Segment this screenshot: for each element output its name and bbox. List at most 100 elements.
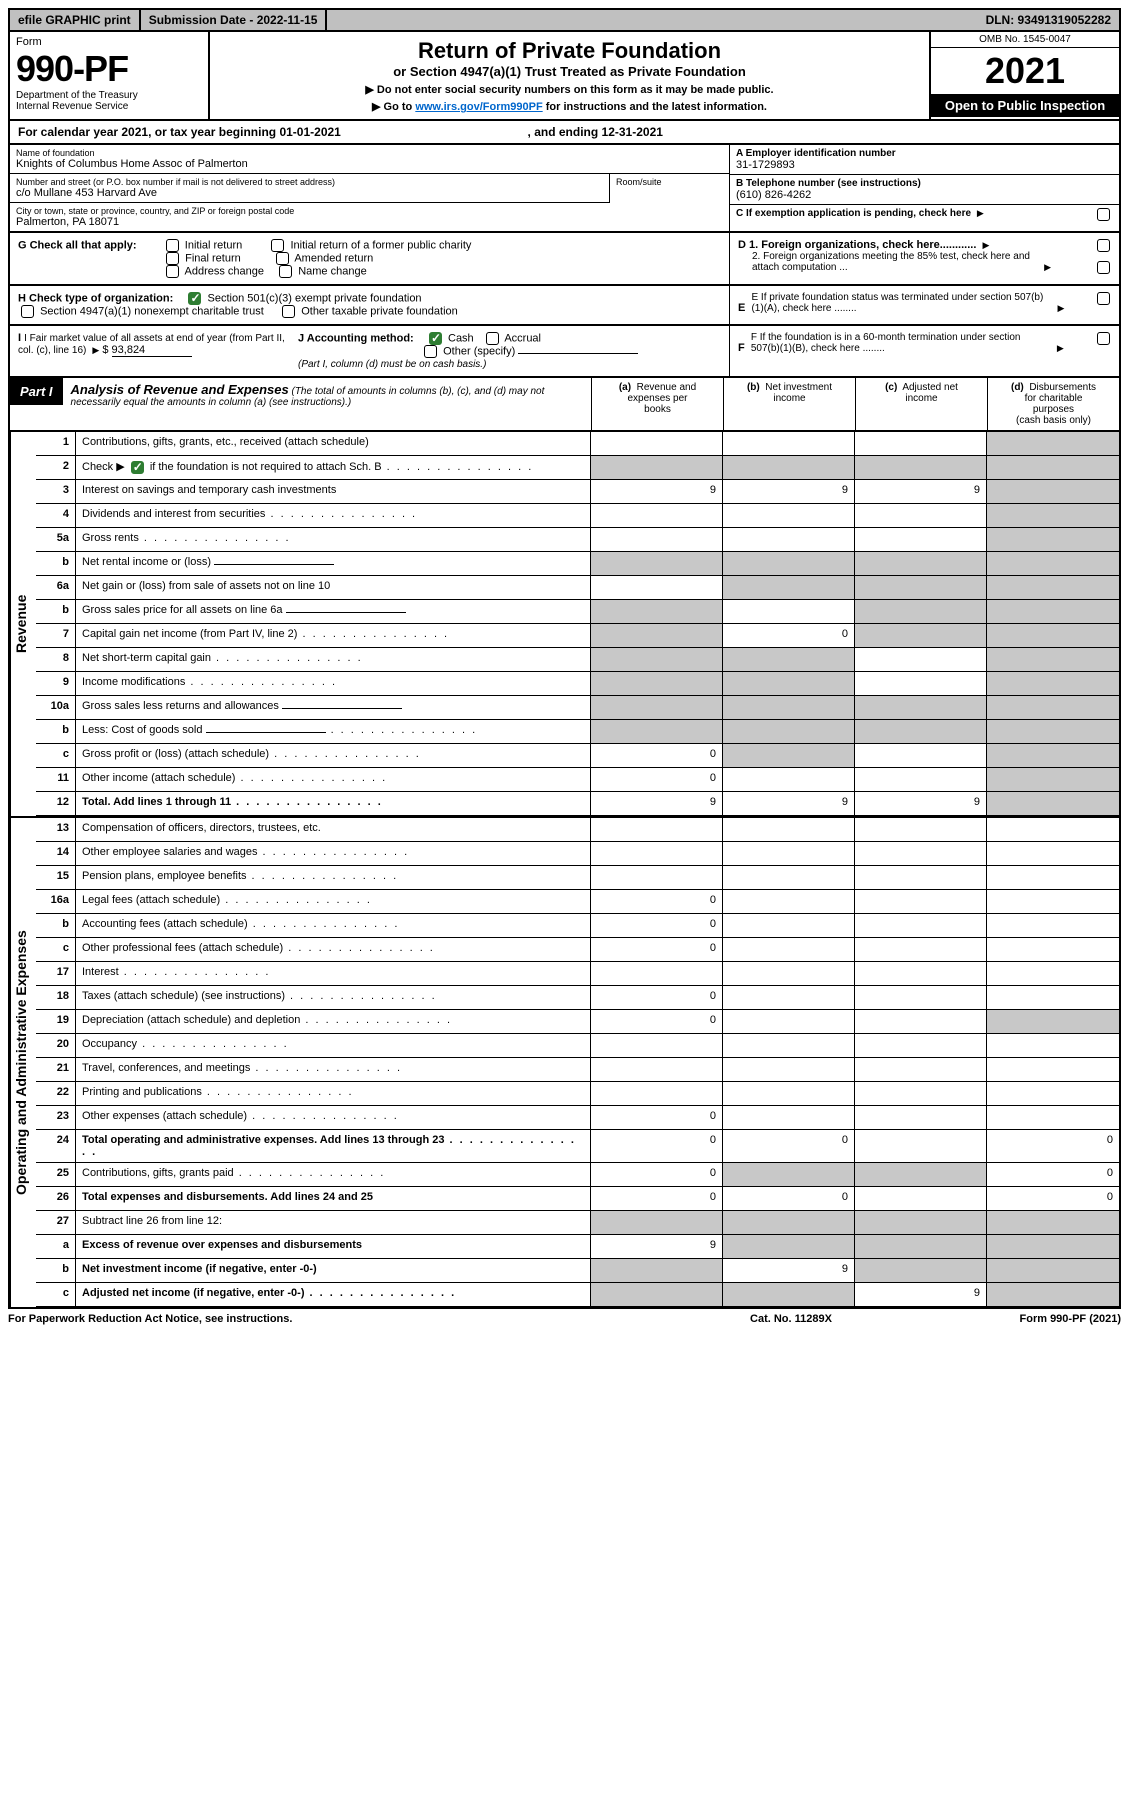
cell-c [855, 818, 987, 842]
line-description: Depreciation (attach schedule) and deple… [76, 1010, 591, 1034]
cell-a [591, 1034, 723, 1058]
line-number: 23 [36, 1106, 76, 1130]
line-number: 26 [36, 1187, 76, 1211]
line-number: 14 [36, 842, 76, 866]
line-number: 19 [36, 1010, 76, 1034]
cell-b [723, 528, 855, 552]
cell-c [855, 1010, 987, 1034]
cell-b [723, 1211, 855, 1235]
cell-a: 0 [591, 1130, 723, 1163]
checkbox-e[interactable] [1097, 292, 1110, 305]
cell-c [855, 552, 987, 576]
cell-b [723, 1010, 855, 1034]
cell-d [987, 938, 1119, 962]
checkbox-4947[interactable] [21, 305, 34, 318]
cell-a [591, 552, 723, 576]
cell-c [855, 648, 987, 672]
part1-description: Analysis of Revenue and Expenses (The to… [63, 378, 591, 430]
cell-c [855, 1034, 987, 1058]
cell-c [855, 962, 987, 986]
part1-header: Part I Analysis of Revenue and Expenses … [8, 378, 1121, 432]
cell-b: 9 [723, 792, 855, 816]
efile-topbar: efile GRAPHIC print Submission Date - 20… [8, 8, 1121, 32]
cell-b: 0 [723, 1187, 855, 1211]
footer-paperwork: For Paperwork Reduction Act Notice, see … [8, 1313, 661, 1325]
line-number: 10a [36, 696, 76, 720]
line-description: Excess of revenue over expenses and disb… [76, 1235, 591, 1259]
line-description: Pension plans, employee benefits [76, 866, 591, 890]
cell-a [591, 1058, 723, 1082]
line-number: 24 [36, 1130, 76, 1163]
cell-d [987, 528, 1119, 552]
checkbox-other-taxable[interactable] [282, 305, 295, 318]
line-description: Travel, conferences, and meetings [76, 1058, 591, 1082]
cell-c [855, 986, 987, 1010]
cell-b: 9 [723, 480, 855, 504]
cell-c [855, 1130, 987, 1163]
cell-a: 0 [591, 986, 723, 1010]
checkbox-f[interactable] [1097, 332, 1110, 345]
checkbox-initial-public[interactable] [271, 239, 284, 252]
cell-a: 0 [591, 1163, 723, 1187]
line-description: Net investment income (if negative, ente… [76, 1259, 591, 1283]
form-number: 990-PF [16, 48, 202, 90]
checkbox-amended[interactable] [276, 252, 289, 265]
cell-c [855, 672, 987, 696]
checkbox-cash[interactable] [429, 332, 442, 345]
cell-b [723, 1163, 855, 1187]
line-number: 25 [36, 1163, 76, 1187]
checkbox-address-change[interactable] [166, 265, 179, 278]
line-number: b [36, 600, 76, 624]
revenue-grid: 1Contributions, gifts, grants, etc., rec… [36, 432, 1119, 816]
checkbox-501c3[interactable] [188, 292, 201, 305]
cell-b: 0 [723, 1130, 855, 1163]
cell-a [591, 720, 723, 744]
cell-c [855, 1259, 987, 1283]
line-description: Less: Cost of goods sold [76, 720, 591, 744]
cell-c [855, 1106, 987, 1130]
checkbox-accrual[interactable] [486, 332, 499, 345]
cell-d [987, 1082, 1119, 1106]
cell-d [987, 1211, 1119, 1235]
cell-d [987, 986, 1119, 1010]
checkbox-final-return[interactable] [166, 252, 179, 265]
cell-a [591, 1259, 723, 1283]
line-number: 1 [36, 432, 76, 456]
col-d-header: (d) Disbursementsfor charitablepurposes(… [987, 378, 1119, 430]
line-number: 12 [36, 792, 76, 816]
irs-link[interactable]: www.irs.gov/Form990PF [415, 101, 542, 113]
cell-d [987, 1259, 1119, 1283]
checkbox-c[interactable] [1097, 208, 1110, 221]
line-description: Interest [76, 962, 591, 986]
cell-d: 0 [987, 1187, 1119, 1211]
cell-a: 0 [591, 938, 723, 962]
cell-c [855, 890, 987, 914]
cell-a [591, 504, 723, 528]
checkbox-d2[interactable] [1097, 261, 1110, 274]
line-number: 20 [36, 1034, 76, 1058]
checkbox-name-change[interactable] [279, 265, 292, 278]
line-description: Occupancy [76, 1034, 591, 1058]
cell-d [987, 1034, 1119, 1058]
cell-c: 9 [855, 1283, 987, 1307]
checkbox-d1[interactable] [1097, 239, 1110, 252]
cell-c [855, 576, 987, 600]
revenue-section: Revenue 1Contributions, gifts, grants, e… [8, 432, 1121, 818]
line-description: Total expenses and disbursements. Add li… [76, 1187, 591, 1211]
section-f: F F If the foundation is in a 60-month t… [729, 326, 1119, 376]
cell-d [987, 624, 1119, 648]
arrow-icon [977, 208, 984, 219]
form-label: Form [16, 36, 202, 48]
checkbox-initial-return[interactable] [166, 239, 179, 252]
tax-year: 2021 [931, 48, 1119, 94]
cell-b [723, 672, 855, 696]
checkbox-other-method[interactable] [424, 345, 437, 358]
line-number: b [36, 552, 76, 576]
submission-date: Submission Date - 2022-11-15 [141, 10, 328, 30]
cell-a [591, 962, 723, 986]
form-title: Return of Private Foundation [218, 38, 921, 64]
cell-d [987, 842, 1119, 866]
cell-c [855, 1082, 987, 1106]
cell-b [723, 842, 855, 866]
line-description: Gross sales price for all assets on line… [76, 600, 591, 624]
